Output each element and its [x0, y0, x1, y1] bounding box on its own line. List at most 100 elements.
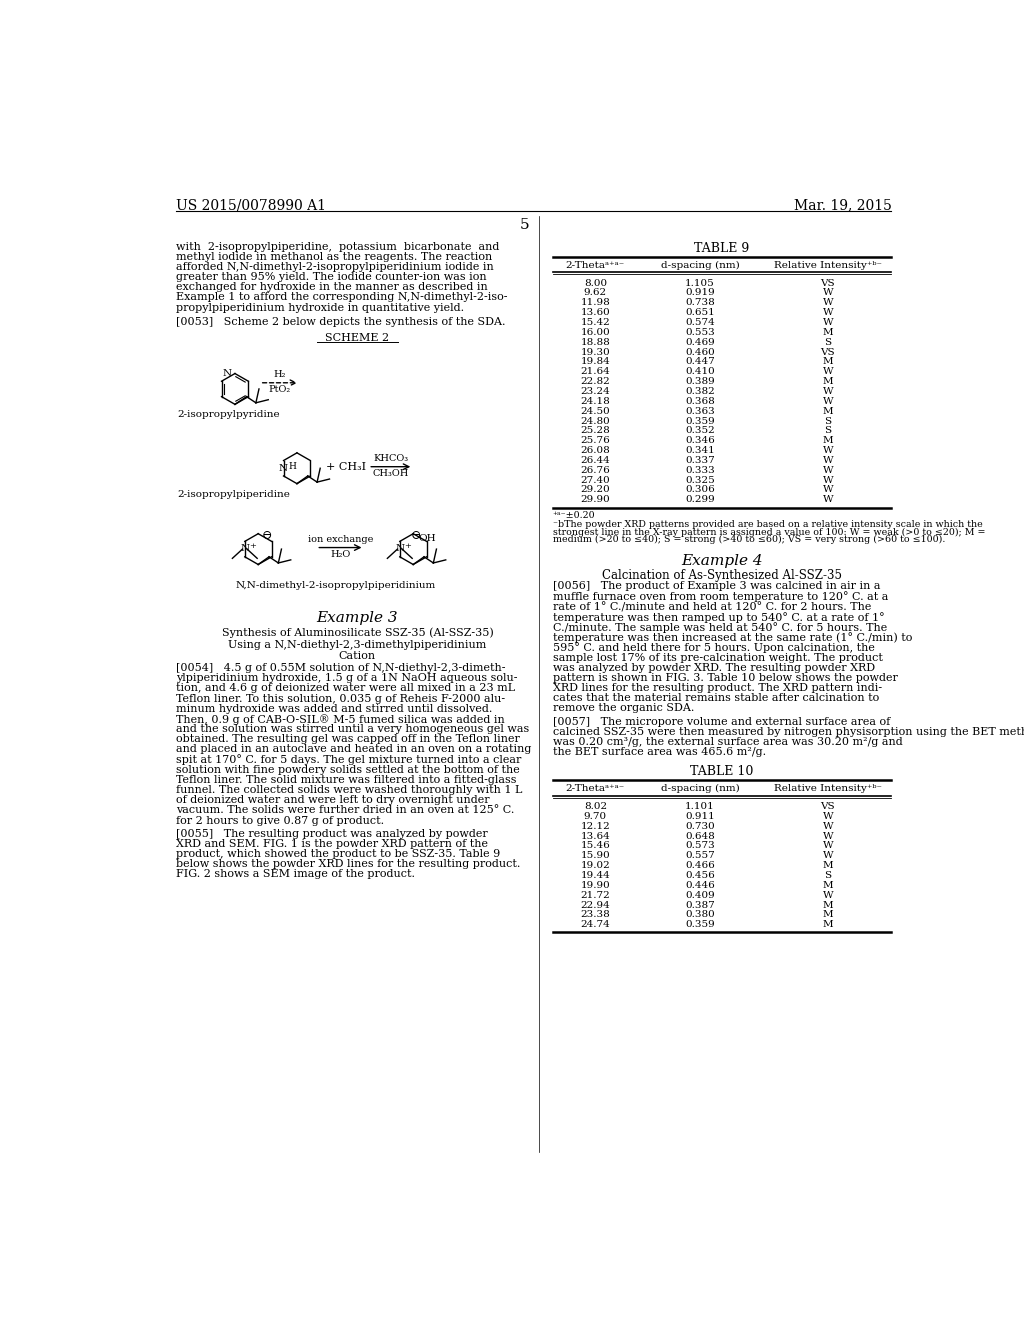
- Text: 19.30: 19.30: [581, 347, 610, 356]
- Text: W: W: [822, 851, 834, 861]
- Text: 0.333: 0.333: [685, 466, 715, 475]
- Text: W: W: [822, 841, 834, 850]
- Text: was analyzed by powder XRD. The resulting powder XRD: was analyzed by powder XRD. The resultin…: [553, 663, 874, 673]
- Text: M: M: [822, 378, 834, 385]
- Text: 12.12: 12.12: [581, 821, 610, 830]
- Text: 15.90: 15.90: [581, 851, 610, 861]
- Text: S: S: [824, 871, 831, 880]
- Text: 9.70: 9.70: [584, 812, 607, 821]
- Text: was 0.20 cm³/g, the external surface area was 30.20 m²/g and: was 0.20 cm³/g, the external surface are…: [553, 737, 902, 747]
- Text: W: W: [822, 891, 834, 900]
- Text: 0.730: 0.730: [685, 821, 715, 830]
- Text: Example 3: Example 3: [316, 611, 398, 624]
- Text: 0.573: 0.573: [685, 841, 715, 850]
- Text: ⁻bThe powder XRD patterns provided are based on a relative intensity scale in wh: ⁻bThe powder XRD patterns provided are b…: [553, 520, 982, 529]
- Text: [0055]   The resulting product was analyzed by powder: [0055] The resulting product was analyze…: [176, 829, 487, 838]
- Text: d-spacing (nm): d-spacing (nm): [660, 261, 739, 269]
- Text: C./minute. The sample was held at 540° C. for 5 hours. The: C./minute. The sample was held at 540° C…: [553, 622, 887, 634]
- Text: with  2-isopropylpiperidine,  potassium  bicarbonate  and: with 2-isopropylpiperidine, potassium bi…: [176, 242, 500, 252]
- Text: +: +: [250, 543, 256, 550]
- Text: temperature was then ramped up to 540° C. at a rate of 1°: temperature was then ramped up to 540° C…: [553, 612, 885, 623]
- Text: M: M: [822, 358, 834, 367]
- Text: W: W: [822, 367, 834, 376]
- Text: N: N: [395, 544, 404, 553]
- Text: SCHEME 2: SCHEME 2: [326, 334, 389, 343]
- Text: 0.574: 0.574: [685, 318, 715, 327]
- Text: calcined SSZ-35 were then measured by nitrogen physisorption using the BET metho: calcined SSZ-35 were then measured by ni…: [553, 727, 1024, 737]
- Text: VS: VS: [820, 347, 836, 356]
- Text: M: M: [822, 911, 834, 920]
- Text: 0.359: 0.359: [685, 920, 715, 929]
- Text: 21.72: 21.72: [581, 891, 610, 900]
- Text: 0.299: 0.299: [685, 495, 715, 504]
- Text: M: M: [822, 900, 834, 909]
- Text: rate of 1° C./minute and held at 120° C. for 2 hours. The: rate of 1° C./minute and held at 120° C.…: [553, 602, 871, 612]
- Text: 23.24: 23.24: [581, 387, 610, 396]
- Text: W: W: [822, 446, 834, 455]
- Text: sample lost 17% of its pre-calcination weight. The product: sample lost 17% of its pre-calcination w…: [553, 652, 883, 663]
- Text: 0.382: 0.382: [685, 387, 715, 396]
- Text: Using a N,N-diethyl-2,3-dimethylpiperidinium: Using a N,N-diethyl-2,3-dimethylpiperidi…: [228, 640, 486, 649]
- Text: ylpiperidinium hydroxide, 1.5 g of a 1N NaOH aqueous solu-: ylpiperidinium hydroxide, 1.5 g of a 1N …: [176, 673, 517, 684]
- Text: Example 1 to afford the corresponding N,N-dimethyl-2-iso-: Example 1 to afford the corresponding N,…: [176, 293, 508, 302]
- Text: 26.08: 26.08: [581, 446, 610, 455]
- Text: strongest line in the X-ray pattern is assigned a value of 100: W = weak (>0 to : strongest line in the X-ray pattern is a…: [553, 528, 985, 537]
- Text: M: M: [822, 880, 834, 890]
- Text: VS: VS: [820, 279, 836, 288]
- Text: Calcination of As-Synthesized Al-SSZ-35: Calcination of As-Synthesized Al-SSZ-35: [602, 569, 842, 582]
- Text: and placed in an autoclave and heated in an oven on a rotating: and placed in an autoclave and heated in…: [176, 744, 531, 754]
- Text: US 2015/0078990 A1: US 2015/0078990 A1: [176, 198, 326, 213]
- Text: 24.80: 24.80: [581, 417, 610, 425]
- Text: 0.446: 0.446: [685, 880, 715, 890]
- Text: 0.380: 0.380: [685, 911, 715, 920]
- Text: 22.94: 22.94: [581, 900, 610, 909]
- Text: temperature was then increased at the same rate (1° C./min) to: temperature was then increased at the sa…: [553, 632, 912, 643]
- Text: KHCO₃: KHCO₃: [373, 454, 409, 463]
- Text: 0.368: 0.368: [685, 397, 715, 405]
- Text: ⊖: ⊖: [262, 529, 272, 541]
- Text: propylpiperidinium hydroxide in quantitative yield.: propylpiperidinium hydroxide in quantita…: [176, 302, 464, 313]
- Text: 19.02: 19.02: [581, 861, 610, 870]
- Text: 11.98: 11.98: [581, 298, 610, 308]
- Text: S: S: [824, 426, 831, 436]
- Text: W: W: [822, 318, 834, 327]
- Text: 19.44: 19.44: [581, 871, 610, 880]
- Text: S: S: [824, 338, 831, 347]
- Text: of deionized water and were left to dry overnight under: of deionized water and were left to dry …: [176, 795, 489, 805]
- Text: for 2 hours to give 0.87 g of product.: for 2 hours to give 0.87 g of product.: [176, 816, 384, 825]
- Text: M: M: [822, 920, 834, 929]
- Text: W: W: [822, 821, 834, 830]
- Text: 595° C. and held there for 5 hours. Upon calcination, the: 595° C. and held there for 5 hours. Upon…: [553, 643, 874, 653]
- Text: below shows the powder XRD lines for the resulting product.: below shows the powder XRD lines for the…: [176, 859, 520, 870]
- Text: N: N: [241, 544, 249, 553]
- Text: 0.389: 0.389: [685, 378, 715, 385]
- Text: 0.456: 0.456: [685, 871, 715, 880]
- Text: 0.346: 0.346: [685, 436, 715, 445]
- Text: Example 4: Example 4: [681, 553, 763, 568]
- Text: 26.76: 26.76: [581, 466, 610, 475]
- Text: 19.84: 19.84: [581, 358, 610, 367]
- Text: 0.469: 0.469: [685, 338, 715, 347]
- Text: H₂: H₂: [273, 370, 286, 379]
- Text: 0.648: 0.648: [685, 832, 715, 841]
- Text: 24.50: 24.50: [581, 407, 610, 416]
- Text: 2-isopropylpyridine: 2-isopropylpyridine: [177, 411, 281, 420]
- Text: 19.90: 19.90: [581, 880, 610, 890]
- Text: PtO₂: PtO₂: [269, 385, 291, 395]
- Text: 0.387: 0.387: [685, 900, 715, 909]
- Text: 0.410: 0.410: [685, 367, 715, 376]
- Text: 5: 5: [520, 218, 529, 232]
- Text: minum hydroxide was added and stirred until dissolved.: minum hydroxide was added and stirred un…: [176, 704, 493, 714]
- Text: funnel. The collected solids were washed thoroughly with 1 L: funnel. The collected solids were washed…: [176, 785, 522, 795]
- Text: Mar. 19, 2015: Mar. 19, 2015: [794, 198, 891, 213]
- Text: Relative Intensity⁺ᵇ⁻: Relative Intensity⁺ᵇ⁻: [774, 261, 882, 269]
- Text: XRD and SEM. FIG. 1 is the powder XRD pattern of the: XRD and SEM. FIG. 1 is the powder XRD pa…: [176, 840, 488, 849]
- Text: W: W: [822, 455, 834, 465]
- Text: 0.911: 0.911: [685, 812, 715, 821]
- Text: N: N: [279, 465, 288, 474]
- Text: N: N: [223, 370, 231, 378]
- Text: W: W: [822, 466, 834, 475]
- Text: VS: VS: [820, 803, 836, 810]
- Text: 15.46: 15.46: [581, 841, 610, 850]
- Text: obtained. The resulting gel was capped off in the Teflon liner: obtained. The resulting gel was capped o…: [176, 734, 520, 744]
